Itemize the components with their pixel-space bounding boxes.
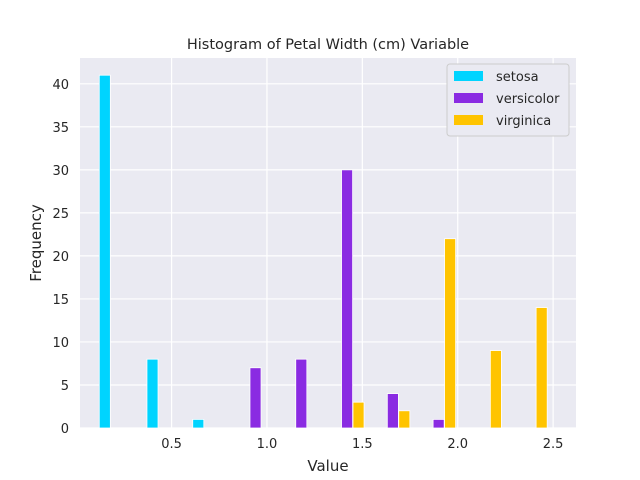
y-tick-label: 10 [52,336,69,351]
bar-virginica [444,238,457,429]
y-tick-label: 35 [52,121,69,136]
bar-virginica [489,350,502,429]
y-tick-label: 30 [52,164,69,179]
bar-versicolor [386,393,399,429]
y-tick-label: 20 [52,250,69,265]
legend-label-virginica: virginica [496,114,551,129]
y-tick-label: 5 [61,379,69,394]
bar-setosa [98,74,111,429]
y-tick-label: 40 [52,78,69,93]
bar-setosa [192,418,205,429]
tick-labels: 0.5 1.0 1.5 2.0 2.5 0 5 10 15 20 25 30 35 40 [52,78,563,452]
chart-title: Histogram of Petal Width (cm) Variable [187,37,469,53]
legend-label-versicolor: versicolor [496,92,560,107]
legend-swatch-setosa [454,71,483,81]
x-tick-label: 0.5 [161,437,182,452]
y-tick-label: 0 [61,422,69,437]
bar-virginica [352,401,365,429]
x-tick-label: 2.0 [447,437,468,452]
bar-virginica [535,307,548,429]
y-tick-label: 25 [52,207,69,222]
bar-versicolor [341,169,354,429]
legend: setosa versicolor virginica [446,63,570,137]
legend-swatch-versicolor [454,93,483,103]
bar-versicolor [249,367,262,429]
bar-virginica [398,410,411,429]
x-tick-label: 1.5 [352,437,373,452]
bar-versicolor [432,418,445,429]
x-tick-label: 1.0 [257,437,278,452]
y-axis-label: Frequency [27,204,45,282]
bars [98,74,548,429]
legend-label-setosa: setosa [496,70,539,85]
bar-versicolor [295,358,308,429]
bar-setosa [146,358,159,429]
x-axis-label: Value [307,457,348,475]
x-tick-label: 2.5 [543,437,564,452]
legend-swatch-virginica [454,115,483,125]
grid [80,58,576,429]
y-tick-label: 15 [52,293,69,308]
